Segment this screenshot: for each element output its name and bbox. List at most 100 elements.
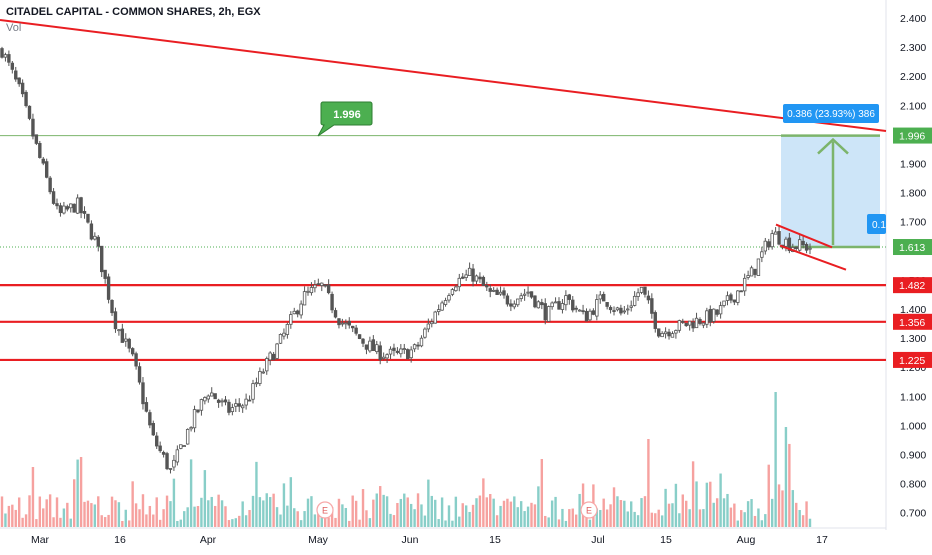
volume-bar [24, 514, 28, 527]
candle-body [567, 294, 572, 300]
candle-body [571, 299, 575, 311]
volume-bar [647, 439, 650, 527]
candle-body [763, 240, 768, 252]
candle-body [505, 295, 510, 305]
candle-body [619, 307, 623, 314]
candle-body [79, 197, 83, 214]
candle-body [148, 412, 152, 426]
volume-bar [76, 459, 79, 527]
candle-body [399, 348, 403, 355]
candle-body [732, 299, 737, 303]
candle-body [151, 422, 155, 436]
candle-body [522, 293, 527, 296]
candle-body [381, 356, 386, 359]
candle [440, 300, 444, 311]
candle [742, 273, 747, 296]
measure-label-box [783, 104, 879, 123]
volume-bar [413, 509, 416, 527]
candle-body [739, 290, 743, 293]
volume-bar [458, 516, 461, 527]
volume-bar [169, 501, 172, 527]
candle-body [38, 143, 42, 158]
candle-body [230, 407, 235, 413]
candle-body [185, 429, 190, 445]
volume-bar [286, 505, 289, 527]
candle-body [533, 295, 537, 308]
candle-body [55, 203, 59, 207]
candle [161, 450, 166, 458]
candle-body [206, 395, 210, 400]
target-callout: 1.996 [317, 101, 373, 137]
candle-body [210, 392, 214, 397]
candle-body [158, 445, 162, 452]
volume-bar [17, 497, 21, 527]
candle [192, 405, 197, 433]
candle-body [464, 274, 468, 278]
volume-bar [640, 498, 643, 527]
volume-bar [189, 459, 193, 527]
volume-bar [409, 503, 413, 527]
candle-body [598, 294, 602, 300]
x-tick-label: 16 [114, 534, 126, 546]
candle [502, 287, 506, 299]
candle-body [220, 400, 224, 403]
candle [185, 428, 190, 445]
partial-label-text: 0.13 [872, 220, 892, 231]
volume-bar [671, 503, 674, 527]
volume-bar [626, 511, 629, 527]
candle [564, 290, 568, 311]
volume-bar [506, 498, 509, 527]
volume-bar [217, 494, 220, 527]
volume-bar [561, 508, 564, 527]
volume-bar [630, 501, 633, 527]
candle-body [443, 300, 448, 305]
candle-body [130, 348, 135, 355]
volume-bar [59, 517, 62, 527]
candle [577, 309, 582, 312]
candle [27, 105, 32, 121]
candle [612, 306, 616, 316]
volume-bar [375, 493, 378, 527]
candle [313, 280, 317, 293]
volume-bar [574, 514, 578, 527]
candle-body [48, 177, 52, 193]
volume-bar [258, 497, 262, 527]
candle-body [351, 325, 355, 329]
candle [148, 409, 152, 429]
candle-body [495, 289, 499, 295]
candle-body [674, 330, 678, 334]
candle [20, 79, 25, 98]
volume-bar [636, 515, 640, 527]
candle-body [199, 399, 204, 411]
candle [282, 328, 286, 340]
volume-bar [502, 500, 506, 527]
earnings-marker-circle [580, 501, 598, 519]
candle [17, 77, 21, 87]
candle-body [258, 371, 262, 384]
y-axis: 2.4002.3002.2002.1002.0001.9001.8001.700… [885, 0, 926, 530]
candle [175, 445, 180, 466]
volume-bar [210, 496, 213, 527]
candle-body [278, 334, 283, 344]
candle [667, 328, 671, 340]
candle [69, 203, 73, 213]
candle-body [192, 409, 197, 429]
target-callout-label: 1.996 [333, 109, 361, 121]
volume-bar [337, 498, 341, 527]
candle-body [412, 344, 417, 350]
candle-body [395, 350, 400, 353]
volume-bar [650, 512, 654, 527]
volume-bar [158, 519, 162, 527]
candle [581, 304, 585, 315]
candle-body [608, 306, 613, 311]
candle [681, 318, 685, 324]
candle-body [392, 347, 396, 351]
candle-body [488, 288, 492, 292]
volume-bar [45, 499, 48, 527]
candle-body [777, 231, 781, 245]
candle [151, 420, 155, 436]
candle [62, 201, 66, 215]
candle-body [75, 197, 80, 214]
